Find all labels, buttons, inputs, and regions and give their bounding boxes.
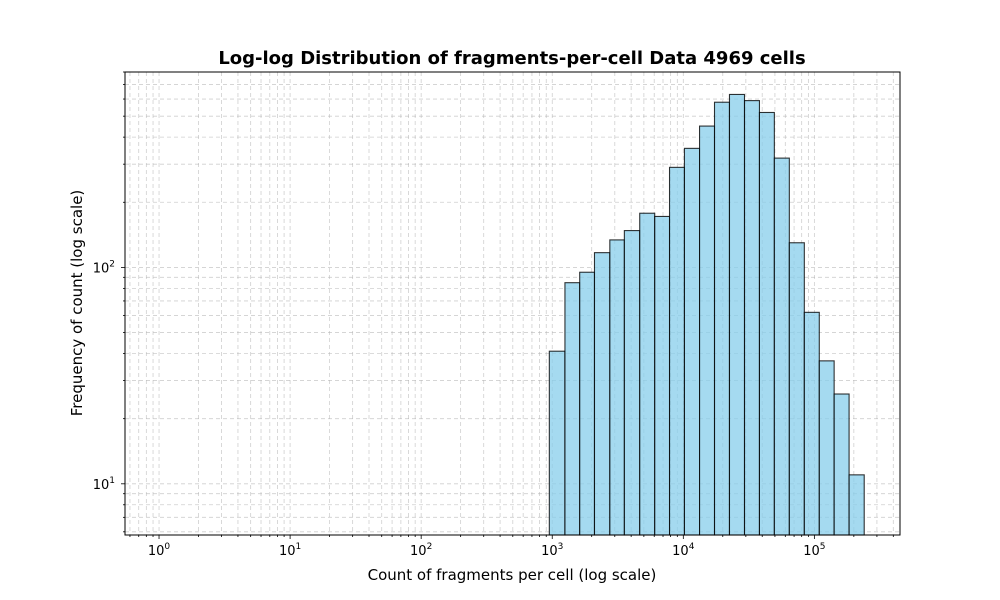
- histogram-bars: [548, 93, 865, 536]
- histogram-bar: [623, 230, 641, 536]
- histogram-bar: [833, 393, 850, 536]
- histogram-bar: [743, 100, 761, 536]
- histogram-bar: [698, 125, 716, 536]
- histogram-bar: [654, 215, 671, 536]
- histogram-bar: [548, 350, 566, 536]
- y-axis-label: Frequency of count (log scale): [68, 190, 86, 417]
- histogram-bar: [788, 242, 805, 536]
- chart-title: Log-log Distribution of fragments-per-ce…: [218, 48, 805, 69]
- axis-ticks: 100 101 102 103 104 105 101 102: [93, 71, 894, 559]
- y-tick-label: 102: [93, 259, 115, 276]
- histogram-bar: [803, 311, 820, 536]
- histogram-bar: [639, 212, 656, 536]
- x-tick-label: 101: [279, 542, 301, 559]
- histogram-bar: [668, 166, 685, 536]
- x-tick-label: 105: [803, 542, 825, 559]
- histogram-bar: [773, 157, 790, 536]
- x-tick-label: 100: [148, 542, 171, 559]
- x-axis-label: Count of fragments per cell (log scale): [368, 566, 657, 584]
- histogram-bar: [564, 282, 581, 536]
- histogram-bar: [758, 111, 775, 536]
- x-tick-label: 104: [672, 542, 695, 559]
- histogram-bar: [848, 474, 865, 536]
- histogram-bar: [728, 93, 746, 536]
- histogram-bar: [713, 101, 731, 536]
- histogram-bar: [818, 360, 835, 536]
- y-tick-label: 101: [93, 476, 115, 493]
- x-tick-label: 102: [410, 542, 432, 559]
- x-tick-label: 103: [541, 542, 563, 559]
- histogram-bar: [683, 147, 701, 536]
- histogram-bar: [593, 252, 611, 536]
- histogram-bar: [579, 271, 596, 536]
- histogram-bar: [609, 239, 625, 536]
